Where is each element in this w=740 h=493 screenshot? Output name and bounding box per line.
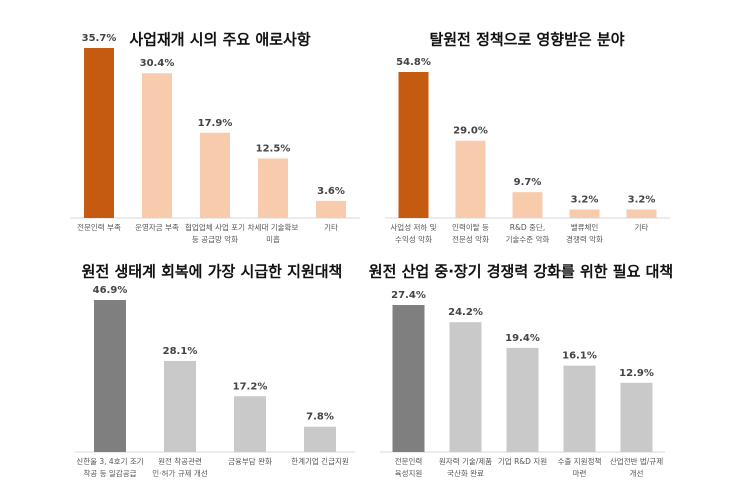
- chart-title: 사업재개 시의 주요 애로사항: [129, 31, 310, 49]
- value-label: 29.0%: [453, 126, 488, 137]
- category-label: 한계기업 긴급지원: [291, 456, 349, 466]
- bar: [455, 140, 486, 218]
- bar: [392, 305, 425, 452]
- category-label: 기타: [324, 223, 338, 232]
- category-label: 밸류체인: [571, 222, 599, 232]
- bar: [398, 72, 429, 218]
- category-label: 협업업체 사업 포기: [185, 222, 245, 232]
- value-label: 3.2%: [628, 194, 656, 205]
- bar: [563, 365, 596, 452]
- bar: [164, 360, 196, 452]
- category-label: 육성지원: [395, 469, 423, 478]
- chart-title: 원전 산업 중·장기 경쟁력 강화를 위한 필요 대책: [369, 263, 673, 281]
- category-label: 기타: [635, 223, 649, 232]
- bar: [449, 322, 482, 452]
- bar: [620, 382, 653, 452]
- value-label: 17.9%: [198, 118, 233, 129]
- category-label: 금융부담 완화: [228, 456, 272, 466]
- category-label: 산업전반 법/규제: [610, 456, 663, 466]
- value-label: 3.2%: [571, 194, 599, 205]
- bar: [142, 73, 172, 218]
- category-label: 경쟁력 악화: [566, 234, 603, 244]
- value-label: 19.4%: [505, 333, 540, 344]
- category-label: 운영자금 부족: [135, 222, 179, 232]
- bar: [258, 158, 288, 218]
- category-label: 개선: [630, 468, 644, 478]
- value-label: 16.1%: [562, 351, 597, 362]
- category-label: 전문성 악화: [452, 234, 489, 244]
- value-label: 46.9%: [93, 285, 128, 296]
- category-label: 국산화 완료: [447, 468, 484, 478]
- category-label: 인력이탈 등: [452, 222, 489, 232]
- category-label: 원전 착공관련: [158, 456, 202, 466]
- category-label: 수익성 악화: [395, 234, 432, 244]
- category-label: 미흡: [266, 234, 280, 244]
- category-label: 원자력 기술/제품: [439, 457, 492, 466]
- bar: [512, 192, 543, 218]
- category-label: 마련: [573, 468, 587, 478]
- value-label: 3.6%: [317, 186, 345, 197]
- category-label: 차세대 기술확보: [248, 222, 299, 232]
- bar: [506, 347, 539, 452]
- value-label: 54.8%: [396, 57, 431, 68]
- category-label: 사업성 저하 및: [390, 222, 436, 232]
- bar: [84, 48, 114, 218]
- value-label: 35.7%: [82, 33, 117, 44]
- value-label: 9.7%: [514, 177, 542, 188]
- chart-title: 원전 생태계 회복에 가장 시급한 지원대책: [82, 263, 343, 281]
- bar: [200, 132, 230, 218]
- category-label: 전문인력 부족: [77, 222, 121, 232]
- value-label: 12.5%: [256, 143, 291, 154]
- bar: [94, 300, 126, 452]
- category-label: 착공 등 일감공급: [83, 468, 136, 478]
- category-label: 기업 R&D 지원: [498, 457, 547, 466]
- bar: [316, 200, 346, 218]
- value-label: 7.8%: [306, 412, 334, 423]
- bar: [234, 396, 266, 452]
- category-label: 수출 지원정책: [558, 456, 602, 466]
- category-label: 등 공급망 악화: [192, 234, 238, 244]
- value-label: 12.9%: [619, 368, 654, 379]
- chart-title: 탈원전 정책으로 영향받은 분야: [429, 31, 624, 49]
- bar: [304, 426, 336, 452]
- category-label: 전문인력: [395, 456, 423, 466]
- value-label: 27.4%: [391, 290, 426, 301]
- bar: [626, 209, 657, 218]
- category-label: 인·허가 규제 개선: [152, 468, 208, 478]
- category-label: R&D 중단,: [510, 222, 545, 232]
- bar: [569, 209, 600, 218]
- value-label: 17.2%: [233, 381, 268, 392]
- category-label: 기술수준 악화: [506, 234, 550, 244]
- value-label: 24.2%: [448, 307, 483, 318]
- value-label: 28.1%: [163, 346, 198, 357]
- category-label: 신한울 3, 4호기 조기: [76, 457, 143, 466]
- value-label: 30.4%: [140, 58, 175, 69]
